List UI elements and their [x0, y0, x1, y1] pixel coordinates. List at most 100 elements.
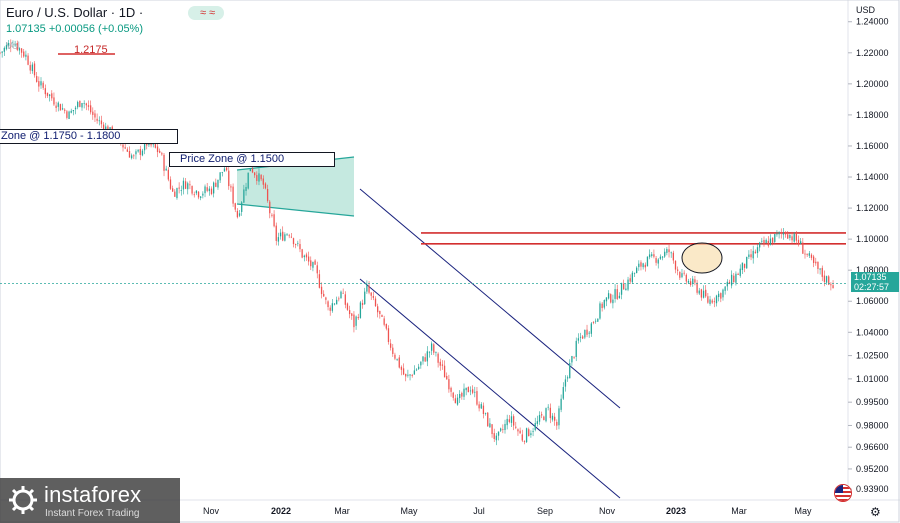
candle-body: [323, 293, 325, 297]
candle-body: [415, 369, 418, 371]
y-tick-label: 1.18000: [856, 110, 889, 120]
time-axis: Nov 2022 Mar May Jul Sep Nov 2023 Mar May: [203, 506, 812, 516]
candle-body: [266, 189, 269, 201]
candle-body: [310, 260, 312, 267]
settings-gear-icon[interactable]: ⚙: [870, 505, 881, 519]
candle-body: [159, 150, 161, 153]
candle-body: [178, 187, 180, 189]
brand-tagline: Instant Forex Trading: [45, 508, 140, 519]
candle-body: [251, 168, 254, 173]
candle-body: [484, 412, 487, 414]
candle-body: [372, 296, 375, 298]
candle-body: [573, 356, 575, 358]
candle-body: [366, 284, 368, 292]
currency-selector[interactable]: USD: [856, 5, 876, 15]
brand-logo: instaforex Instant Forex Trading: [0, 478, 180, 523]
candle-body: [342, 292, 344, 294]
candle-body: [94, 113, 96, 118]
candle-body: [79, 100, 81, 107]
candle-body: [204, 186, 206, 194]
candle-body: [812, 256, 815, 263]
candle-body: [336, 299, 338, 305]
candle-body: [143, 140, 146, 151]
candle-body: [77, 102, 79, 108]
candle-body: [532, 431, 534, 432]
candle-body: [774, 234, 776, 242]
candle-body: [510, 416, 513, 423]
candle-body: [487, 412, 489, 427]
candle-body: [225, 167, 228, 171]
candle-body: [292, 238, 295, 245]
candle-body: [46, 92, 49, 96]
candle-body: [357, 317, 359, 319]
candle-body: [133, 155, 135, 157]
candle-body: [489, 423, 491, 428]
candle-body: [776, 233, 778, 235]
y-tick-label: 0.95200: [856, 464, 889, 474]
x-tick-label: 2023: [666, 506, 686, 516]
us-flag-icon: [834, 484, 852, 502]
candle-body: [260, 174, 262, 180]
candle-body: [722, 289, 724, 298]
candle-body: [687, 280, 690, 283]
candle-body: [426, 351, 428, 362]
candle-body: [53, 97, 55, 105]
candle-body: [301, 249, 303, 258]
y-tick-label: 1.20000: [856, 79, 889, 89]
candle-body: [579, 336, 582, 338]
candle-body: [735, 273, 737, 283]
candle-body: [787, 234, 789, 239]
candle-body: [85, 103, 87, 106]
candle-body: [351, 313, 353, 316]
candle-body: [193, 194, 195, 196]
zone-label-1: Zone @ 1.1750 - 1.1800: [0, 129, 178, 144]
candle-body: [221, 171, 223, 173]
candle-body: [685, 274, 687, 282]
candle-body: [683, 272, 685, 274]
candle-body: [504, 423, 506, 431]
candle-body: [791, 236, 793, 241]
candle-body: [756, 247, 759, 254]
consolidation-area: [237, 157, 354, 216]
indicator-pill[interactable]: ≈ ≈: [188, 6, 224, 20]
candle-body: [767, 240, 769, 246]
candle-body: [353, 314, 355, 328]
candle-body: [407, 374, 409, 376]
candle-body: [661, 256, 664, 258]
candle-body: [443, 365, 446, 378]
candle-body: [0, 52, 1, 54]
candle-body: [89, 105, 92, 113]
candle-body: [789, 235, 791, 239]
candle-body: [290, 236, 293, 238]
candle-body: [40, 81, 42, 86]
candle-body: [547, 406, 549, 408]
candle-body: [288, 235, 290, 237]
candle-body: [379, 310, 381, 315]
candle-body: [126, 149, 128, 152]
candle-body: [439, 361, 441, 366]
candle-body: [299, 244, 301, 250]
candle-body: [141, 150, 144, 156]
candle-body: [70, 110, 72, 113]
candle-body: [184, 181, 187, 189]
candle-body: [359, 302, 362, 318]
candle-body: [718, 293, 720, 298]
candle-body: [469, 390, 472, 392]
candle-body: [23, 51, 25, 57]
candle-body: [817, 261, 819, 270]
candle-body: [769, 238, 772, 245]
candle-body: [713, 301, 716, 303]
candle-body: [610, 294, 612, 303]
symbol-title[interactable]: Euro / U.S. Dollar · 1D ·: [6, 5, 144, 20]
candle-body: [245, 186, 247, 191]
candle-body: [128, 151, 131, 158]
candle-body: [48, 94, 51, 97]
candle-body: [815, 261, 817, 264]
volume-label[interactable]: Vol: [6, 41, 20, 52]
candle-body: [370, 292, 372, 296]
candle-body: [31, 64, 34, 72]
candle-body: [374, 298, 377, 307]
candle-body: [262, 178, 264, 185]
candle-body: [74, 107, 77, 110]
